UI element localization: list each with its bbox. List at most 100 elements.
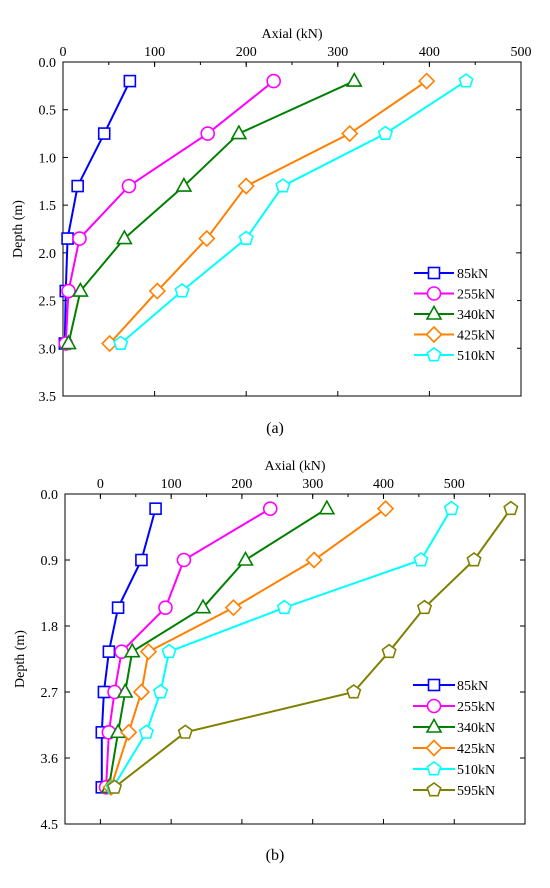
legend: 85kN 255kN 340kN 425kN 510kN <box>405 262 517 372</box>
legend-marker <box>426 761 442 776</box>
legend-entry: 255kN <box>413 698 495 715</box>
legend-marker <box>425 304 443 320</box>
legend-label: 255kN <box>457 288 495 303</box>
data-point <box>230 124 248 140</box>
legend-entry: 340kN <box>413 717 495 736</box>
legend-entry: 255kN <box>414 286 495 303</box>
x-axis-label: Axial (kN) <box>264 459 325 474</box>
data-point <box>61 283 76 299</box>
data-point <box>238 230 254 246</box>
legend-label: 595kN <box>457 784 495 799</box>
data-point <box>345 71 363 87</box>
data-point <box>198 229 216 248</box>
x-tick-label: 400 <box>373 477 394 492</box>
x-tick-label: 300 <box>302 477 323 492</box>
series-255kN <box>58 73 281 351</box>
data-point <box>276 599 292 615</box>
legend-label: 425kN <box>457 742 495 757</box>
data-point <box>341 124 359 143</box>
x-tick-label: 400 <box>419 45 440 60</box>
data-point <box>161 643 177 659</box>
data-point <box>102 645 116 658</box>
data-point <box>174 283 190 298</box>
legend-label: 340kN <box>457 721 495 736</box>
legend-entry: 595kN <box>413 782 495 799</box>
data-point <box>381 643 397 659</box>
data-point <box>413 552 429 567</box>
data-point <box>138 724 154 739</box>
chart-panel-1: 0 100 200 300 400 500 Axial (kN) 0.0 0.5 1.0 1.5 2.… <box>11 27 532 437</box>
x-tick-label: 0 <box>60 45 67 60</box>
legend-marker <box>427 266 441 280</box>
legend-entry: 85kN <box>414 266 488 282</box>
series-255kN <box>98 501 278 795</box>
data-point <box>111 601 125 614</box>
series-85kN <box>58 74 137 350</box>
legend-marker <box>426 698 442 714</box>
x-tick-label: 200 <box>236 45 257 60</box>
series-line <box>64 80 275 344</box>
data-point <box>158 600 173 615</box>
data-point <box>123 642 141 658</box>
series-425kN <box>101 72 436 353</box>
data-point <box>466 552 482 567</box>
y-tick-label: 0.9 <box>41 554 59 569</box>
data-point <box>458 73 474 88</box>
y-tick-label: 0.0 <box>41 488 59 503</box>
data-point <box>132 683 151 701</box>
panel-label: (b) <box>266 847 285 864</box>
legend-label: 255kN <box>457 700 495 715</box>
y-tick-label: 2.0 <box>39 247 57 262</box>
plot-frame <box>64 493 526 825</box>
legend-marker <box>426 347 442 362</box>
data-point <box>416 599 433 615</box>
legend-entry: 425kN <box>413 739 495 757</box>
legend-marker <box>425 325 443 344</box>
legend-marker <box>425 717 443 733</box>
data-point <box>60 334 77 350</box>
data-point <box>176 552 192 568</box>
legend-label: 510kN <box>457 763 495 778</box>
legend-marker <box>426 286 442 301</box>
data-point <box>237 550 254 566</box>
data-point <box>346 684 362 699</box>
data-point <box>72 281 89 297</box>
legend-marker <box>425 739 443 757</box>
y-tick-label: 0.5 <box>39 104 57 119</box>
y-tick-label: 3.6 <box>41 752 59 767</box>
legend-entry: 510kN <box>413 761 495 778</box>
data-point <box>266 73 281 89</box>
x-tick-label: 100 <box>144 45 165 60</box>
y-tick-label: 0.0 <box>39 56 57 71</box>
chart-panel-2: 0 100 200 300 400 500 Axial (kN) 0.0 0.9 1.8 2.7 3.… <box>13 459 526 864</box>
y-tick-label: 1.5 <box>39 199 57 214</box>
x-tick-label: 100 <box>161 477 182 492</box>
series-510kN <box>113 73 474 350</box>
y-tick-label: 2.5 <box>39 295 57 310</box>
data-point <box>113 335 129 350</box>
data-point <box>72 231 87 246</box>
series-340kN <box>60 71 363 350</box>
panel-label: (a) <box>266 420 284 437</box>
data-point <box>377 125 394 141</box>
x-tick-label: 0 <box>97 477 104 492</box>
data-point <box>194 598 212 614</box>
data-point <box>121 178 137 194</box>
legend-entry: 340kN <box>414 304 495 323</box>
y-axis-label: Depth (m) <box>11 200 26 258</box>
legend-label: 340kN <box>457 308 495 323</box>
y-tick-label: 3.5 <box>39 390 57 405</box>
data-point <box>97 127 111 140</box>
series-425kN <box>102 500 395 796</box>
x-tick-label: 500 <box>511 45 532 60</box>
x-tick-label: 200 <box>231 477 252 492</box>
x-tick-label: 300 <box>327 45 348 60</box>
data-point <box>120 723 138 741</box>
data-point <box>503 500 519 516</box>
data-point <box>135 553 148 567</box>
data-point <box>237 177 255 195</box>
legend-entry: 510kN <box>414 347 495 364</box>
series-line <box>120 80 467 345</box>
data-point <box>139 643 158 661</box>
legend: 85kN 255kN 340kN 425kN 510kN 595kN <box>405 674 517 806</box>
